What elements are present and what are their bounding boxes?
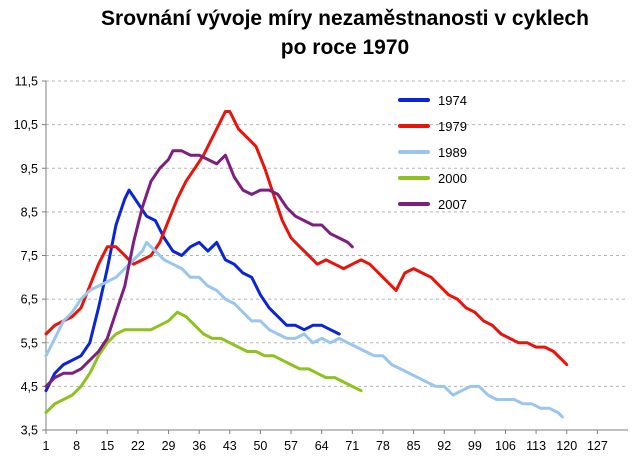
chart-title-line1: Srovnání vývoje míry nezaměstnanosti v c… (101, 7, 589, 30)
y-tick-label: 10,5 (14, 118, 38, 132)
x-tick-label: 8 (73, 439, 80, 453)
x-tick-label: 71 (345, 439, 359, 453)
y-tick-label: 3,5 (21, 424, 38, 438)
x-tick-label: 127 (587, 439, 608, 453)
x-tick-label: 29 (162, 439, 176, 453)
x-tick-label: 99 (468, 439, 482, 453)
x-tick-label: 36 (192, 439, 206, 453)
x-tick-label: 78 (376, 439, 390, 453)
x-tick-label: 92 (437, 439, 451, 453)
series-line-1974 (44, 188, 341, 393)
series-line-2000 (44, 310, 363, 415)
x-tick-label: 113 (526, 439, 546, 453)
series-line-1979 (44, 110, 569, 367)
x-tick-label: 43 (223, 439, 237, 453)
x-tick-label: 57 (284, 439, 298, 453)
legend-label-1974: 1974 (438, 93, 467, 108)
x-tick-label: 85 (407, 439, 421, 453)
x-tick-label: 1 (43, 439, 50, 453)
x-tick-label: 120 (556, 439, 577, 453)
series-line-2007 (44, 149, 354, 388)
legend-label-2007: 2007 (438, 197, 467, 212)
y-tick-label: 9,5 (21, 162, 38, 176)
y-tick-label: 7,5 (21, 249, 38, 263)
x-tick-label: 106 (495, 439, 516, 453)
y-tick-label: 5,5 (21, 336, 38, 350)
x-tick-label: 22 (131, 439, 145, 453)
chart-title: Srovnání vývoje míry nezaměstnanosti v c… (60, 4, 630, 62)
series-line-1989 (44, 240, 564, 419)
chart-title-line2: po roce 1970 (280, 36, 410, 59)
x-tick-label: 50 (253, 439, 267, 453)
y-tick-label: 11,5 (15, 75, 38, 89)
legend-label-2000: 2000 (438, 171, 467, 186)
y-tick-label: 8,5 (21, 205, 38, 219)
legend-label-1989: 1989 (438, 145, 467, 160)
y-tick-label: 4,5 (21, 380, 38, 394)
x-tick-label: 64 (315, 439, 329, 453)
y-tick-label: 6,5 (21, 293, 38, 307)
x-tick-label: 15 (100, 439, 114, 453)
legend-label-1979: 1979 (438, 119, 467, 134)
